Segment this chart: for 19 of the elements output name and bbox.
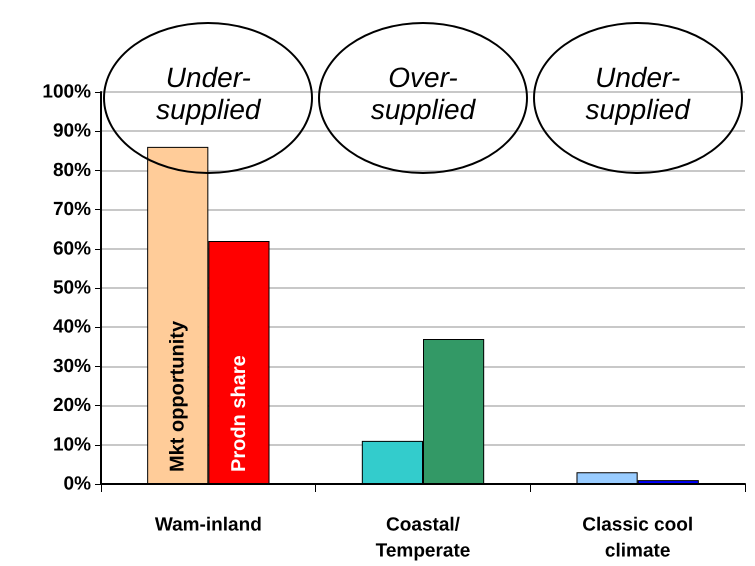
y-tick-label: 80% xyxy=(52,160,92,181)
x-tick-label: Coastal/ Temperate xyxy=(376,514,470,562)
annotation: Under- supplied xyxy=(155,62,262,126)
y-tick-label: 10% xyxy=(52,434,92,456)
x-tick-label: Classic cool climate xyxy=(582,514,694,562)
y-tick-label: 20% xyxy=(52,395,92,416)
series-label: Mkt opportunity xyxy=(166,320,189,472)
y-tick-label: 70% xyxy=(52,199,92,220)
y-tick-label: 90% xyxy=(52,120,92,142)
y-tick-label: 0% xyxy=(64,474,92,494)
y-tick-label: 30% xyxy=(52,356,92,377)
y-tick-label: 40% xyxy=(52,316,92,338)
y-tick-label: 100% xyxy=(42,82,92,102)
y-tick-label: 50% xyxy=(52,278,92,298)
annotation: Over- supplied xyxy=(370,62,477,126)
y-tick-label: 60% xyxy=(52,238,92,260)
series-label: Prodn share xyxy=(228,355,250,472)
annotation: Under- supplied xyxy=(584,62,692,126)
x-tick-label: Wam-inland xyxy=(154,514,262,536)
